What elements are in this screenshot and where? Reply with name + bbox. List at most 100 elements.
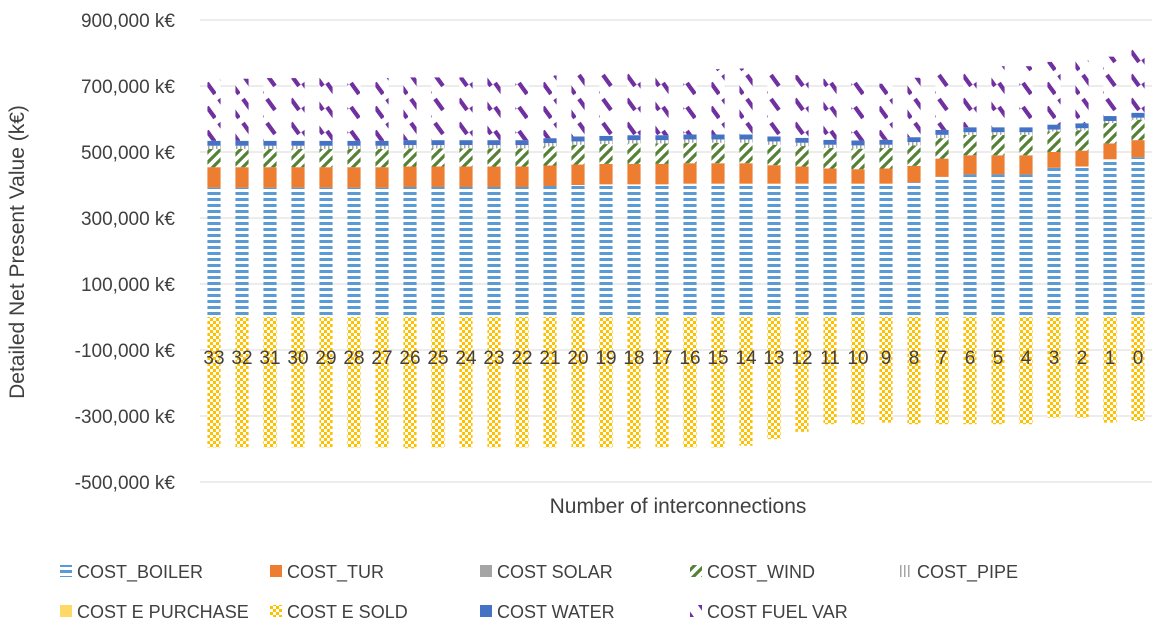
x-tick-label: 1 [1105,348,1116,369]
bar-segment-cost-e-sold [823,317,837,425]
bar-segment-cost-tur [711,163,725,184]
bar-segment-cost-water [207,140,221,146]
bar-segment-cost-pipe [375,145,389,150]
bar-segment-cost-e-sold [319,317,333,448]
bar-segment-cost-water [403,140,417,146]
bar-segment-cost-wind [375,149,389,168]
bar-segment-cost-boiler [823,183,837,317]
legend-label: COST_TUR [287,562,384,583]
bar-segment-cost-pipe [1047,129,1061,132]
bar-segment-cost-tur [599,163,613,185]
bar-segment-cost-tur [767,165,781,184]
bar-segment-cost-wind [1019,134,1033,156]
bar-segment-cost-wind [543,146,557,166]
bar-segment-cost-pipe [459,145,473,149]
bar-segment-cost-boiler [795,183,809,317]
bar-segment-cost-wind [487,148,501,167]
bar-segment-cost-boiler [1019,174,1033,317]
bar-segment-cost-e-sold [1075,317,1089,418]
bar-segment-cost-water [263,140,277,146]
bar-segment-cost-tur [515,166,529,187]
bar-segment-cost-fuel-var [207,79,221,141]
bar-segment-cost-water [739,134,753,140]
bar-segment-cost-fuel-var [235,78,249,141]
bar-segment-cost-fuel-var [711,69,725,135]
bar-segment-cost-tur [459,166,473,187]
bar-segment-cost-e-sold [263,317,277,448]
gridlines [200,19,1152,483]
bar-segment-cost-pipe [683,139,697,143]
bar-segment-cost-tur [571,164,585,185]
bar-segment-cost-water [319,140,333,146]
bar-segment-cost-wind [935,138,949,159]
y-tick-labels: 900,000 k€ 700,000 k€ 500,000 k€ 300,000 k€… [75,11,176,494]
x-tick-label: 21 [539,348,560,369]
bar-segment-cost-pipe [907,142,921,146]
bar-segment-cost-water [851,140,865,146]
legend-label: COST E PURCHASE [77,602,249,622]
bar-segment-cost-pipe [963,132,977,135]
bar-segment-cost-boiler [263,187,277,317]
bar-segment-cost-pipe [291,145,305,150]
bar-segment-cost-wind [963,134,977,156]
bar-segment-cost-e-sold [1131,317,1145,421]
bar-segment-cost-water [935,129,949,135]
y-tick-label: 900,000 k€ [81,11,175,32]
x-tick-label: 23 [483,348,504,369]
legend-label: COST_PIPE [917,562,1018,583]
x-tick-label: 8 [909,348,920,369]
bar-segment-cost-wind [907,145,921,166]
bar-segment-cost-fuel-var [655,72,669,136]
x-tick-label: 24 [455,348,477,369]
bar-segment-cost-pipe [767,141,781,145]
bar-segment-cost-water [963,127,977,133]
bar-segment-cost-pipe [823,144,837,149]
legend-item-cost-e-sold: COST E SOLD [270,602,408,622]
legend-item-cost-wind: COST_WIND [690,562,815,583]
bar-segment-cost-water [459,140,473,146]
x-tick-label: 5 [993,348,1004,369]
bar-segment-cost-tur [431,166,445,187]
bar-segment-cost-fuel-var [1075,60,1089,124]
x-tick-label: 29 [315,348,336,369]
bar-segment-cost-fuel-var [263,78,277,141]
x-tick-label: 9 [881,348,892,369]
bar-segment-cost-boiler [571,185,585,317]
legend-item-cost-fuel-var: COST FUEL VAR [690,602,848,622]
bar-segment-cost-pipe [935,134,949,139]
bar-segment-cost-wind [1047,131,1061,152]
bar-segment-cost-pipe [711,139,725,143]
bar-segment-cost-fuel-var [823,78,837,140]
legend-swatch [60,605,72,617]
bar-segment-cost-e-sold [599,317,613,448]
bar-segment-cost-water [683,134,697,140]
bar-segment-cost-wind [235,149,249,168]
bar-segment-cost-e-sold [963,317,977,425]
bar-segment-cost-fuel-var [459,77,473,141]
bar-segment-cost-e-sold [851,317,865,425]
bar-segment-cost-water [1019,127,1033,133]
bar-segment-cost-pipe [1131,117,1145,120]
bar-segment-cost-pipe [571,141,585,145]
bar-segment-cost-tur [795,166,809,184]
x-tick-label: 28 [343,348,364,369]
bar-segment-cost-boiler [487,186,501,317]
x-tick-label: 3 [1049,348,1060,369]
legend-swatch [270,605,282,617]
legend-label: COST WATER [497,602,615,622]
bar-segment-cost-pipe [599,140,613,145]
bar-segment-cost-pipe [991,132,1005,135]
x-tick-label: 30 [287,348,308,369]
bar-segment-cost-tur [739,163,753,184]
bar-segment-cost-e-sold [627,317,641,449]
x-tick-label: 2 [1077,348,1088,369]
bar-segment-cost-water [823,139,837,145]
bar-segment-cost-wind [851,148,865,170]
bar-segment-cost-pipe [627,140,641,144]
bar-segment-cost-pipe [851,145,865,149]
bar-segment-cost-boiler [991,174,1005,317]
bar-segment-cost-fuel-var [347,78,361,141]
bar-segment-cost-water [235,140,249,146]
bar-segment-cost-e-sold [487,317,501,448]
bar-segment-cost-wind [795,146,809,167]
